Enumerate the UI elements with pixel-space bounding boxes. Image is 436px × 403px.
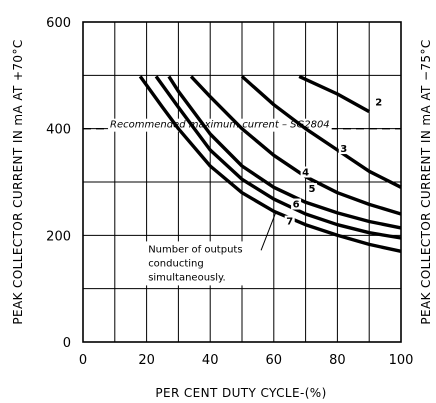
x-tick-label: 60 (266, 353, 283, 368)
curve-label-3: 3 (340, 144, 347, 155)
curve-label-background (373, 96, 384, 108)
annotation-line: Number of outputs (148, 244, 242, 255)
curve-label-background (306, 183, 317, 195)
curve-label-background (338, 143, 349, 155)
curve-labels-group: 2 3 4 567 (284, 96, 384, 228)
curves-group (138, 74, 402, 253)
curve-label-6: 6 (293, 200, 300, 211)
curve-label-7: 7 (286, 217, 293, 228)
grid (83, 22, 401, 342)
y-tick-label: 600 (46, 16, 71, 31)
x-axis-title: PER CENT DUTY CYCLE-(%) (155, 386, 326, 400)
annotation-line: simultaneously. (148, 272, 226, 283)
annotation-background (145, 241, 264, 286)
x-tick-label: 40 (202, 353, 219, 368)
y-tick-label: 400 (46, 123, 71, 138)
y-tick-label: 0 (63, 336, 71, 351)
y-axis-title-left: PEAK COLLECTOR CURRENT IN mA AT +70°C (11, 39, 25, 324)
axes-group (82, 21, 402, 343)
series-line-2 (298, 74, 371, 114)
curve-label-4: 4 (302, 168, 309, 179)
series-line-3 (240, 75, 402, 189)
x-tick-label: 100 (389, 353, 414, 368)
annotation-group: Number of outputs conducting simultaneousl… (145, 213, 276, 286)
x-tick-label: 20 (138, 353, 155, 368)
tick-labels-group: 0 20 40 60 80 100 0 200 400 600 (46, 16, 413, 368)
annotation-leader-line (260, 213, 276, 251)
series-line-7 (138, 75, 402, 253)
curve-label-background (284, 215, 295, 227)
reference-line-label: Recommended maximum current – SG2804 (110, 120, 330, 131)
x-tick-label: 80 (329, 353, 346, 368)
reference-label-background (108, 118, 332, 132)
y-axis-title-right: PEAK COLLECTOR CURRENT IN mA AT −75°C (419, 39, 433, 324)
plot-frame (82, 21, 402, 343)
curve-label-5: 5 (308, 184, 315, 195)
x-tick-label: 0 (79, 353, 87, 368)
series-line-4 (189, 75, 402, 216)
y-tick-label: 200 (46, 229, 71, 244)
series-line-5 (167, 75, 402, 230)
series-line-6 (154, 75, 402, 240)
curve-label-background (300, 166, 311, 178)
curve-label-background (291, 198, 302, 210)
annotation-line: conducting (148, 258, 204, 269)
curve-label-2: 2 (375, 98, 382, 109)
